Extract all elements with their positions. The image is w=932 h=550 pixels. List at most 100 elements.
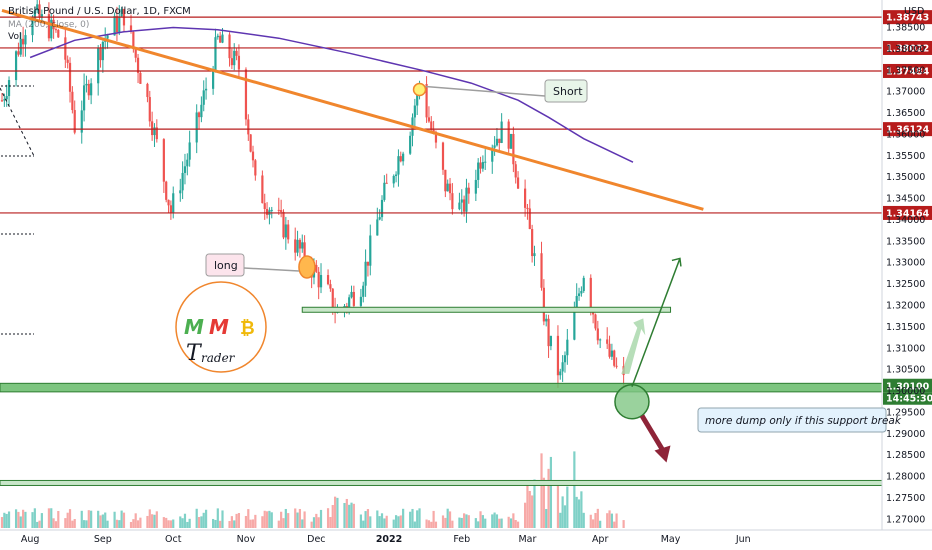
candle-body xyxy=(385,182,388,184)
volume-bars xyxy=(0,451,625,528)
candle-body xyxy=(47,14,51,39)
resistance-label: 1.38743 xyxy=(886,13,929,24)
candle-body xyxy=(195,112,198,143)
volume-bar xyxy=(331,505,334,528)
candle-body xyxy=(613,350,616,366)
volume-bar xyxy=(540,453,543,528)
price-tick-label: 1.37000 xyxy=(886,87,925,98)
volume-bar xyxy=(465,514,468,528)
candle-body xyxy=(378,217,381,220)
candle-body xyxy=(516,177,520,189)
volume-bar xyxy=(197,517,201,528)
volume-bar xyxy=(287,513,290,528)
candle-body xyxy=(350,291,353,298)
volume-bar xyxy=(326,508,330,528)
price-tick-label: 1.33000 xyxy=(886,258,925,269)
volume-bar xyxy=(66,512,69,528)
candle-body xyxy=(118,16,121,33)
volume-bar xyxy=(362,520,365,528)
candle-body xyxy=(547,318,550,347)
candle-body xyxy=(132,31,135,50)
candle-body xyxy=(465,187,468,212)
candle-body xyxy=(212,70,215,89)
logo-rader: rader xyxy=(201,351,236,365)
resistance-label: 1.37484 xyxy=(886,66,930,77)
volume-bar xyxy=(179,516,182,528)
support-note: more dump only if this support break xyxy=(705,415,902,427)
candle-body xyxy=(397,156,400,175)
candle-body xyxy=(491,147,494,162)
candle-body xyxy=(596,328,599,341)
volume-bar xyxy=(596,508,599,528)
volume-bar xyxy=(52,518,55,528)
volume-bar xyxy=(615,513,618,528)
volume-bar xyxy=(148,509,151,528)
candle-body xyxy=(188,142,191,160)
resistance-label-bg xyxy=(883,10,932,25)
price-tick-label: 1.38500 xyxy=(886,23,925,34)
volume-bar xyxy=(575,496,578,528)
volume-bar xyxy=(491,514,494,528)
resistance-label: 1.34164 xyxy=(886,208,930,219)
candle-body xyxy=(575,295,578,310)
volume-bar xyxy=(329,517,332,528)
volume-bar xyxy=(411,508,414,528)
volume-bar xyxy=(247,509,250,528)
candle-body xyxy=(31,20,34,36)
time-tick-label: May xyxy=(661,534,681,545)
candle-body xyxy=(251,151,255,161)
candle-body xyxy=(392,175,395,184)
volume-bar xyxy=(36,521,39,528)
currency-label: USD xyxy=(904,6,924,17)
current-price-label: 1.30100 xyxy=(886,382,930,393)
logo-t: T xyxy=(186,341,203,366)
candle-body xyxy=(294,239,297,253)
candle-body xyxy=(151,121,154,136)
volume-bar xyxy=(284,508,287,528)
resistance-label-bg xyxy=(883,205,932,220)
volume-bar xyxy=(265,511,269,528)
candle-body xyxy=(167,199,170,206)
short-label: Short xyxy=(553,85,583,98)
candle-body xyxy=(329,284,332,289)
candle-body xyxy=(7,80,11,97)
volume-bar xyxy=(516,521,520,528)
candle-body xyxy=(99,48,102,61)
time-tick-label: 2022 xyxy=(376,534,402,545)
price-tick-label: 1.32000 xyxy=(886,300,925,311)
volume-bar xyxy=(50,508,53,528)
candle-body xyxy=(120,9,123,17)
candle-body xyxy=(261,175,264,204)
candle-body xyxy=(561,362,564,372)
price-tick-label: 1.29000 xyxy=(886,429,925,440)
volume-bar xyxy=(542,477,545,528)
volume-bar xyxy=(139,517,142,528)
candle-body xyxy=(183,166,187,173)
candle-body xyxy=(0,100,4,102)
volume-bar xyxy=(448,511,452,528)
volume-bar xyxy=(310,521,313,528)
candle-body xyxy=(402,153,405,162)
price-tick-label: 1.34500 xyxy=(886,194,925,205)
candle-body xyxy=(83,85,86,111)
support-line xyxy=(0,479,883,486)
candle-body xyxy=(331,288,334,311)
candle-body xyxy=(284,224,287,238)
volume-bar xyxy=(498,518,501,528)
time-tick-label: Sep xyxy=(94,534,112,545)
volume-bar xyxy=(545,508,548,528)
price-tick-label: 1.28000 xyxy=(886,472,925,483)
candle-body xyxy=(507,121,510,149)
volume-bar xyxy=(57,510,60,528)
candle-body xyxy=(97,48,100,84)
candle-body xyxy=(577,293,581,296)
volume-bar xyxy=(359,514,362,528)
candle-body xyxy=(451,193,454,210)
volume-bar xyxy=(90,510,93,528)
volume-bar xyxy=(230,516,233,528)
volume-bar xyxy=(477,521,480,528)
candle-body xyxy=(399,156,402,162)
resistance-label: 1.38022 xyxy=(886,43,929,54)
volume-bar xyxy=(268,510,271,528)
candle-body xyxy=(155,127,158,140)
